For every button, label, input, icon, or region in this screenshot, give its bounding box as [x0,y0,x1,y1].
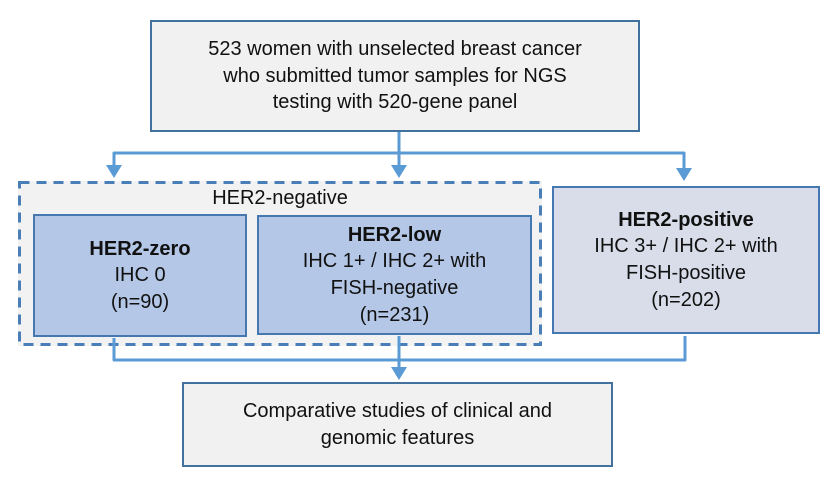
her2-positive-title: HER2-positive [618,208,754,231]
her2-negative-group-label: HER2-negative [212,187,348,209]
her2-low-title: HER2-low [347,223,442,246]
top-branch-connector [112,132,686,170]
comparative-studies-box: Comparative studies of clinical and geno… [182,382,613,467]
her2-zero-box: HER2-zero IHC 0 (n=90) [33,214,247,337]
arrow-down-outcome-icon [391,367,407,380]
arrow-down-left-icon [106,165,122,178]
her2-zero-title: HER2-zero [89,237,191,260]
her2-positive-line: IHC 3+ / IHC 2+ with [594,235,778,258]
her2-low-count: (n=231) [359,303,430,326]
source-cohort-line: who submitted tumor samples for NGS [223,64,567,87]
arrow-down-middle-icon [391,165,407,178]
comparative-studies-line: genomic features [320,426,475,449]
arrow-down-right-icon [676,168,692,181]
her2-positive-line: FISH-positive [625,262,747,284]
her2-low-box: HER2-low IHC 1+ / IHC 2+ with FISH-negat… [257,215,532,335]
source-cohort-line: testing with 520-gene panel [272,91,518,114]
her2-zero-count: (n=90) [110,290,170,313]
her2-positive-box: HER2-positive IHC 3+ / IHC 2+ with FISH-… [552,186,820,334]
source-cohort-line: 523 women with unselected breast cancer [208,38,582,61]
source-cohort-box: 523 women with unselected breast cancer … [150,20,640,132]
her2-positive-count: (n=202) [651,288,721,311]
her2-low-line: IHC 1+ / IHC 2+ with [302,250,487,273]
comparative-studies-line: Comparative studies of clinical and [242,399,553,422]
her2-low-line: FISH-negative [330,277,459,299]
her2-zero-line: IHC 0 [114,264,166,287]
